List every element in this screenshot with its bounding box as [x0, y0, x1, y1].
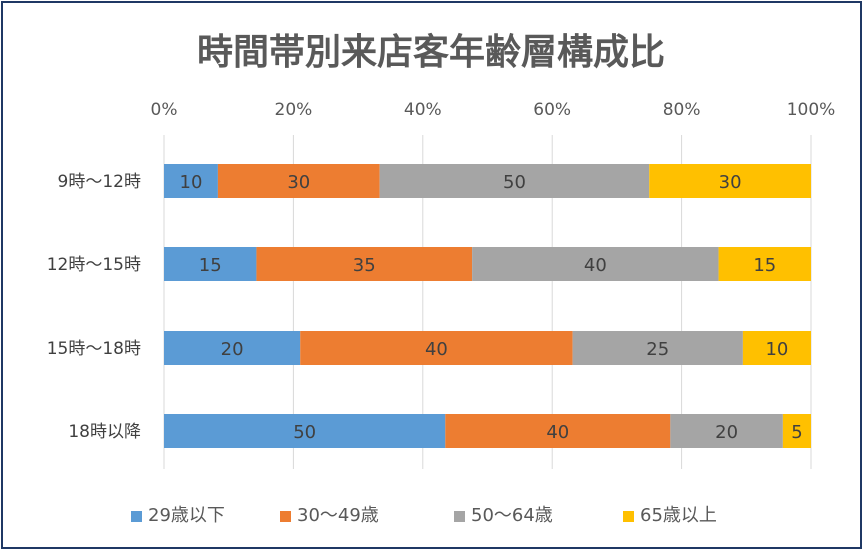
data-label: 5 [791, 422, 802, 443]
bar-segment [670, 414, 783, 448]
bar-segment [572, 331, 743, 365]
legend-swatch [623, 511, 634, 522]
category-label: 18時以降 [68, 422, 141, 442]
category-label: 12時〜15時 [47, 255, 141, 275]
bar-segment [164, 164, 218, 198]
data-label: 15 [199, 255, 222, 276]
legend-label: 50〜64歳 [471, 505, 553, 526]
legend-swatch [280, 511, 291, 522]
bars [164, 164, 811, 448]
bar-segment [649, 164, 811, 198]
data-label: 50 [293, 422, 316, 443]
bar-segment [164, 414, 446, 448]
data-label: 20 [221, 339, 244, 360]
legend-label: 30〜49歳 [297, 505, 379, 526]
data-label: 15 [753, 255, 776, 276]
bar-segment [782, 414, 811, 448]
legend-label: 29歳以下 [148, 505, 225, 526]
data-label: 50 [503, 172, 526, 193]
data-label: 30 [287, 172, 310, 193]
category-label: 15時〜18時 [47, 339, 141, 359]
data-label: 40 [584, 255, 607, 276]
data-labels: 10 30 50 30 15 35 40 15 20 40 25 10 50 40 20 5 [180, 172, 803, 443]
data-label: 20 [715, 422, 738, 443]
bar-segment [217, 164, 380, 198]
data-label: 35 [353, 255, 376, 276]
legend-swatch [131, 511, 142, 522]
data-label: 10 [180, 172, 203, 193]
data-label: 25 [646, 339, 669, 360]
x-tick-label: 0% [151, 100, 178, 120]
category-axis: 9時〜12時 12時〜15時 15時〜18時 18時以降 [47, 172, 141, 442]
bar-segment [718, 247, 811, 281]
bar-segment [742, 331, 811, 365]
bar-segment [164, 247, 257, 281]
data-label: 40 [425, 339, 448, 360]
chart: 時間帯別来店客年齢層構成比 0% 20% 40% 60% 80% 100% 9時〜12時 1… [47, 32, 836, 526]
x-axis-ticks: 0% 20% 40% 60% 80% 100% [151, 100, 836, 120]
data-label: 40 [546, 422, 569, 443]
x-tick-label: 80% [663, 100, 701, 120]
x-tick-label: 60% [533, 100, 571, 120]
bar-segment [300, 331, 573, 365]
bar-segment [164, 331, 301, 365]
x-tick-label: 100% [787, 100, 836, 120]
legend-swatch [454, 511, 465, 522]
legend: 29歳以下 30〜49歳 50〜64歳 65歳以上 [131, 505, 717, 526]
bar-segment [256, 247, 473, 281]
x-tick-label: 20% [275, 100, 313, 120]
category-label: 9時〜12時 [58, 172, 141, 192]
data-label: 30 [719, 172, 742, 193]
legend-label: 65歳以上 [640, 505, 717, 526]
bar-segment [379, 164, 650, 198]
chart-title: 時間帯別来店客年齢層構成比 [197, 32, 665, 73]
bar-segment [445, 414, 671, 448]
data-label: 10 [765, 339, 788, 360]
x-tick-label: 40% [404, 100, 442, 120]
bar-segment [472, 247, 719, 281]
